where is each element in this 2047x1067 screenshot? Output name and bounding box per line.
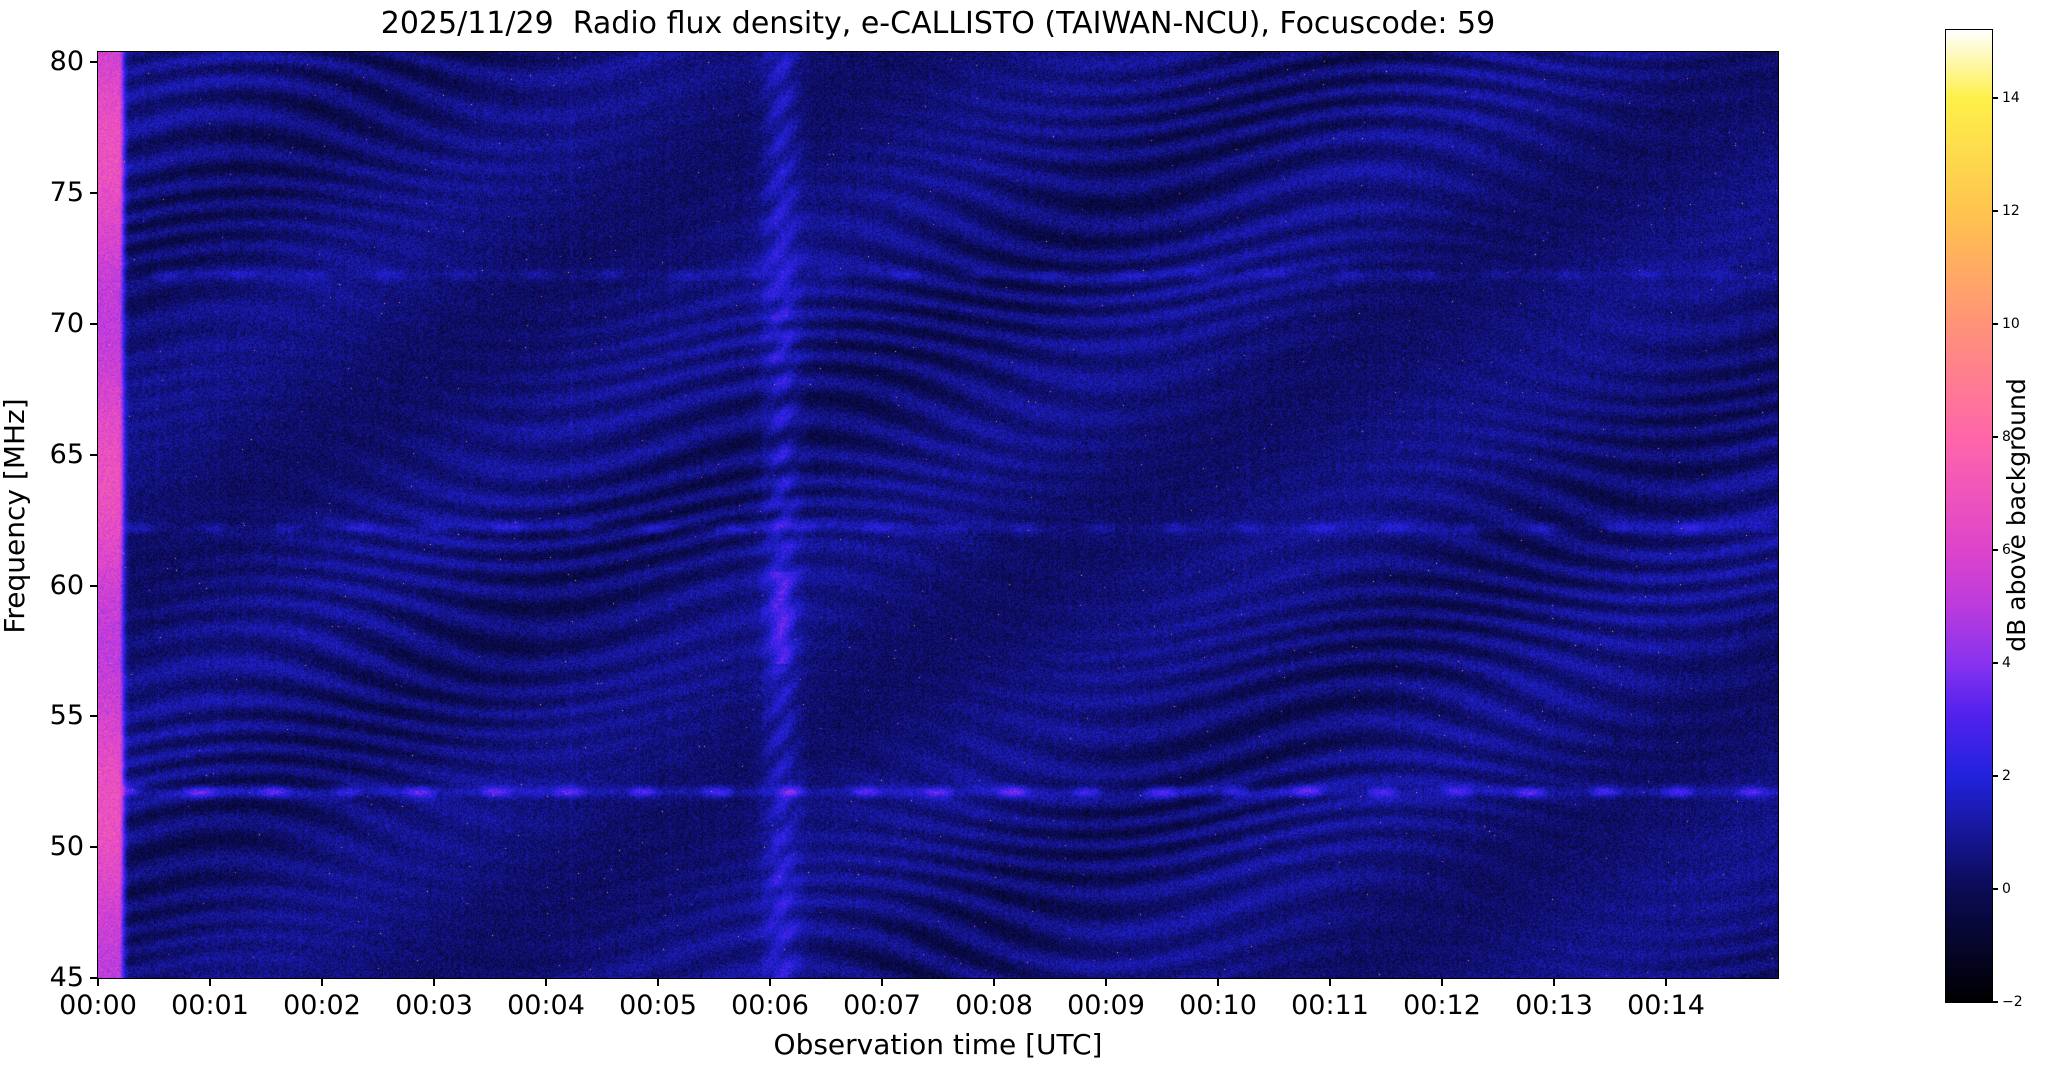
y-tick-label: 75 — [49, 177, 84, 209]
x-tick-mark — [209, 978, 211, 986]
colorbar-tick-mark — [1992, 548, 1998, 551]
x-tick-label: 00:04 — [507, 990, 585, 1021]
colorbar-tick-label: 8 — [2002, 428, 2011, 445]
x-tick-label: 00:06 — [731, 990, 809, 1021]
colorbar-gradient — [1946, 30, 1992, 1002]
chart-title: 2025/11/29 Radio flux density, e-CALLIST… — [380, 6, 1496, 41]
x-tick-mark — [881, 978, 883, 986]
x-tick-label: 00:11 — [1291, 990, 1369, 1021]
colorbar-tick-mark — [1992, 96, 1998, 99]
colorbar-tick-mark — [1992, 774, 1998, 777]
colorbar-tick-label: 10 — [2002, 315, 2020, 332]
colorbar-tick-mark — [1992, 887, 1998, 890]
x-tick-mark — [993, 978, 995, 986]
spectrogram-canvas — [98, 52, 1778, 978]
colorbar-tick-label: 12 — [2002, 202, 2020, 219]
y-tick-label: 80 — [49, 46, 84, 78]
y-tick-label: 45 — [49, 962, 84, 993]
x-tick-label: 00:03 — [395, 990, 473, 1021]
x-tick-mark — [1217, 978, 1219, 986]
x-tick-mark — [1553, 978, 1555, 986]
y-tick-mark — [90, 453, 98, 456]
colorbar-tick-mark — [1992, 322, 1998, 325]
colorbar-tick-mark — [1992, 209, 1998, 212]
y-axis-label: Frequency [MHz] — [0, 398, 31, 634]
colorbar-tick-mark — [1992, 661, 1998, 664]
x-tick-mark — [1105, 978, 1107, 986]
x-tick-mark — [769, 978, 771, 986]
x-tick-label: 00:02 — [283, 990, 361, 1021]
x-tick-label: 00:09 — [1067, 990, 1145, 1021]
x-tick-mark — [1329, 978, 1331, 986]
x-tick-label: 00:10 — [1179, 990, 1257, 1021]
x-tick-label: 00:08 — [955, 990, 1033, 1021]
y-tick-label: 60 — [49, 569, 84, 601]
x-tick-label: 00:05 — [619, 990, 697, 1021]
y-tick-label: 70 — [49, 308, 84, 340]
colorbar-tick-label: 0 — [2002, 880, 2011, 897]
y-tick-mark — [90, 584, 98, 587]
colorbar-tick-mark — [1992, 1001, 1998, 1003]
x-tick-label: 00:13 — [1515, 990, 1593, 1021]
x-tick-mark — [1441, 978, 1443, 986]
y-tick-mark — [90, 323, 98, 326]
y-tick-mark — [90, 977, 98, 979]
y-tick-label: 55 — [49, 700, 84, 732]
colorbar — [1945, 29, 1993, 1003]
colorbar-tick-label: 14 — [2002, 89, 2020, 106]
colorbar-tick-label: −2 — [2002, 994, 2023, 1010]
colorbar-tick-label: 2 — [2002, 767, 2011, 784]
colorbar-tick-label: 6 — [2002, 541, 2011, 558]
x-tick-mark — [321, 978, 323, 986]
colorbar-tick-label: 4 — [2002, 654, 2011, 671]
x-tick-mark — [657, 978, 659, 986]
x-tick-label: 00:00 — [59, 990, 137, 1021]
x-tick-label: 00:07 — [843, 990, 921, 1021]
x-tick-label: 00:01 — [171, 990, 249, 1021]
y-tick-mark — [90, 846, 98, 849]
x-tick-label: 00:14 — [1627, 990, 1705, 1021]
colorbar-tick-mark — [1992, 435, 1998, 438]
x-tick-mark — [97, 978, 99, 986]
x-tick-mark — [1665, 978, 1667, 986]
colorbar-label: dB above background — [2002, 378, 2031, 652]
x-axis-label: Observation time [UTC] — [773, 1028, 1103, 1061]
y-tick-mark — [90, 715, 98, 718]
x-tick-mark — [545, 978, 547, 986]
plot-area — [97, 51, 1779, 979]
y-tick-mark — [90, 192, 98, 195]
x-tick-label: 00:12 — [1403, 990, 1481, 1021]
y-tick-label: 65 — [49, 438, 84, 470]
y-tick-label: 50 — [49, 831, 84, 863]
y-tick-mark — [90, 61, 98, 64]
x-tick-mark — [433, 978, 435, 986]
